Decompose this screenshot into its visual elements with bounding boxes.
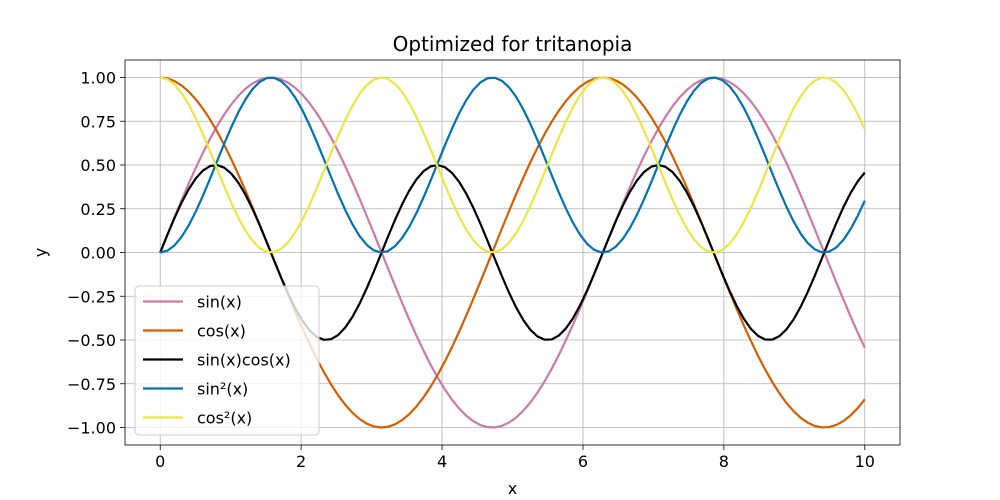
y-tick-label: −0.50 — [67, 331, 116, 350]
y-tick-label: −1.00 — [67, 419, 116, 438]
y-tick-label: 0.00 — [80, 244, 116, 263]
legend-items: sin(x)cos(x)sin(x)cos(x)sin²(x)cos²(x) — [143, 293, 291, 428]
y-tick-label: 0.75 — [80, 112, 116, 131]
legend: sin(x)cos(x)sin(x)cos(x)sin²(x)cos²(x) — [134, 285, 320, 436]
y-tick-label: 0.25 — [80, 200, 116, 219]
legend-label-sin: sin(x) — [197, 293, 242, 312]
series-line-cos2 — [159, 76, 866, 254]
legend-label-cos: cos(x) — [197, 322, 246, 341]
y-tick-label: 0.50 — [80, 156, 116, 175]
series-lines — [159, 76, 866, 429]
series-line-sin2 — [159, 76, 866, 254]
legend-box — [134, 285, 320, 436]
y-tick-label: −0.75 — [67, 375, 116, 394]
series-line-sincos — [159, 163, 866, 341]
legend-label-sincos: sin(x)cos(x) — [197, 351, 291, 370]
x-tick-label: 4 — [437, 452, 447, 471]
x-tick-label: 0 — [155, 452, 165, 471]
legend-label-sin2: sin²(x) — [197, 380, 248, 399]
x-tick-label: 6 — [578, 452, 588, 471]
y-axis-ticks: −1.00 −0.75 −0.50 −0.25 0.00 0.25 0.50 0.75 1.00 — [67, 69, 125, 438]
y-tick-label: −0.25 — [67, 287, 116, 306]
x-tick-label: 10 — [855, 452, 875, 471]
legend-label-cos2: cos²(x) — [197, 409, 252, 428]
chart-title: Optimized for tritanopia — [393, 32, 633, 56]
y-tick-label: 1.00 — [80, 69, 116, 88]
x-tick-label: 8 — [719, 452, 729, 471]
y-axis-label: y — [31, 248, 50, 257]
x-axis-ticks: 0 2 4 6 8 10 — [155, 445, 875, 471]
x-axis-label: x — [508, 479, 517, 498]
x-tick-label: 2 — [296, 452, 306, 471]
